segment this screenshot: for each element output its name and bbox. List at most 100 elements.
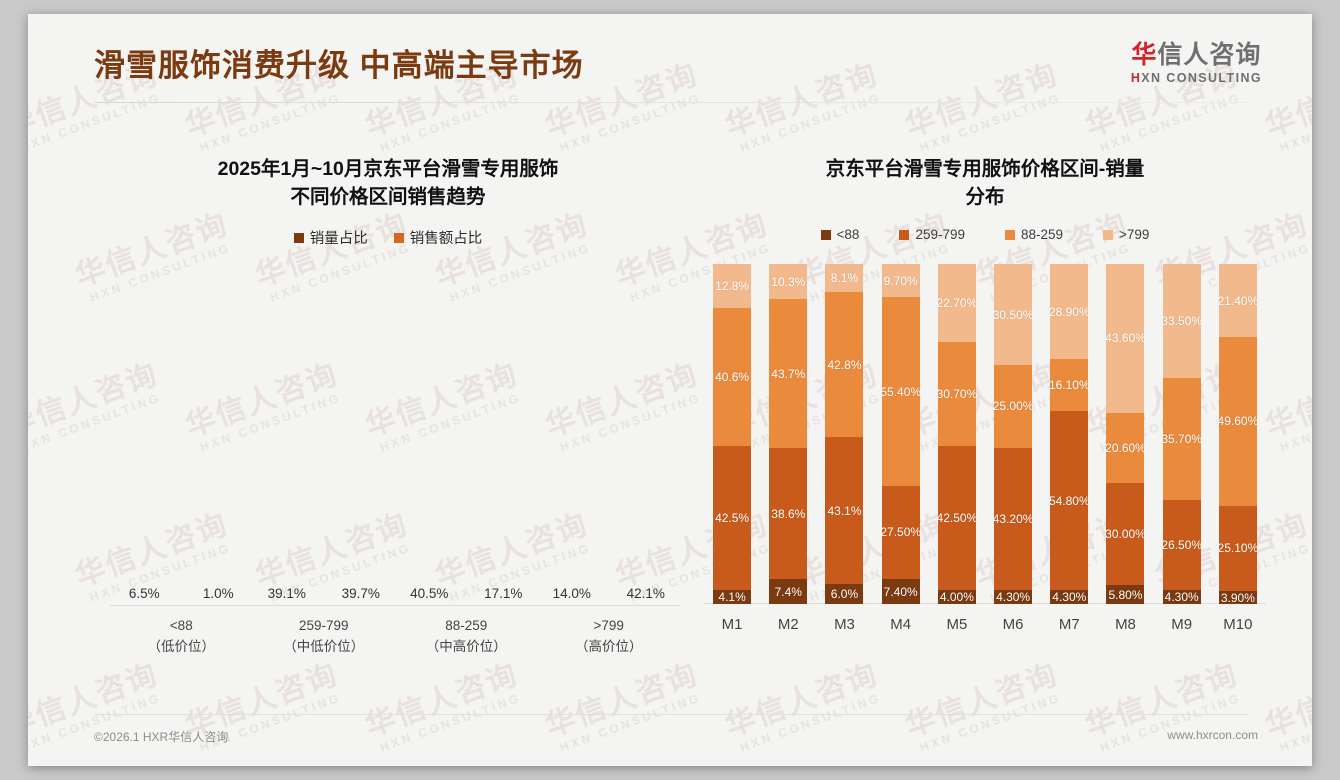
bar-value-label: 40.5%: [410, 586, 449, 602]
legend-label: 88-259: [1020, 227, 1064, 243]
x-axis-month-label: M5: [946, 616, 968, 634]
stack-segment[interactable]: 38.6%: [769, 447, 808, 580]
right-chart-panel: 京东平台滑雪专用服饰价格区间-销量 分布 <88 259-799 88-259 >79…: [700, 114, 1270, 714]
stack-segment-label: 4.30%: [1052, 590, 1087, 605]
stack-segment[interactable]: 43.20%: [993, 447, 1033, 591]
stack-segment-label: 42.8%: [827, 357, 862, 372]
legend-label: 259-799: [915, 227, 965, 243]
stack-segment[interactable]: 8.1%: [825, 264, 864, 292]
stack-segment[interactable]: 42.8%: [825, 291, 864, 438]
stack-segment[interactable]: 28.90%: [1049, 264, 1090, 359]
stack-segment[interactable]: 26.50%: [1161, 499, 1202, 590]
bar-value-label: 17.1%: [484, 586, 523, 602]
stack-segment[interactable]: 25.00%: [993, 365, 1033, 448]
right-chart-title: 京东平台滑雪专用服饰价格区间-销量 分布: [750, 114, 1220, 211]
slide: 华信人咨询 HXN CONSULTING 华信人咨询 HXN CONSULTING 华信…: [28, 14, 1312, 766]
stacked-bar-column[interactable]: 21.40% 49.60% 25.10% 3.90% M10: [1210, 264, 1266, 633]
company-logo: 华信人咨询 HXN CONSULTING: [1131, 42, 1262, 85]
stack-segment[interactable]: 43.7%: [769, 299, 808, 448]
stack-segment[interactable]: 35.70%: [1161, 378, 1203, 500]
legend-item-0[interactable]: <88: [820, 227, 859, 242]
stack-segment[interactable]: 10.3%: [769, 264, 808, 300]
stacked-bar-column[interactable]: 9.70% 55.40% 27.50% 7.40% M4: [873, 264, 929, 633]
left-chart-title-line1: 2025年1月~10月京东平台滑雪专用服饰: [217, 158, 559, 180]
left-chart-title: 2025年1月~10月京东平台滑雪专用服饰 不同价格区间销售趋势: [173, 114, 603, 211]
stack-segment-label: 35.70%: [1161, 431, 1203, 446]
stack-segment[interactable]: 9.70%: [881, 264, 920, 298]
stack-segment[interactable]: 5.80%: [1106, 584, 1145, 605]
bar-value-label: 14.0%: [552, 586, 591, 602]
legend-label: 销售额占比: [409, 231, 483, 248]
stack-segment[interactable]: 6.0%: [825, 583, 864, 605]
logo-english-gray: XN CONSULTING: [1141, 71, 1262, 86]
stack-segment[interactable]: 30.00%: [1105, 482, 1146, 585]
stack-segment[interactable]: 20.60%: [1105, 412, 1146, 483]
stack-segment-label: 30.70%: [936, 386, 978, 401]
x-axis-month-label: M8: [1115, 616, 1136, 634]
x-axis-range: 259-799: [298, 618, 349, 634]
x-axis-month-label: M4: [890, 616, 912, 634]
left-chart-title-line2: 不同价格区间销售趋势: [290, 185, 486, 208]
legend-swatch-icon: [899, 229, 910, 240]
stacked-bar-column[interactable]: 22.70% 30.70% 42.50% 4.00% M5: [929, 264, 985, 633]
stack-segment[interactable]: 12.8%: [713, 264, 752, 308]
stack-segment[interactable]: 7.4%: [769, 579, 808, 605]
x-axis-tier: （中低价位）: [283, 639, 365, 655]
stack-segment-label: 20.60%: [1105, 440, 1146, 455]
stacked-bar: 43.60% 20.60% 30.00% 5.80%: [1105, 264, 1146, 605]
left-plot-area: 6.5% 1.0% <88 （低价位） 39.1% 39.7% 259-799 （中低价位） 4…: [110, 266, 680, 654]
stack-segment[interactable]: 4.00%: [937, 590, 976, 604]
bar-value-label: 42.1%: [626, 586, 665, 602]
stack-segment-label: 49.60%: [1217, 414, 1259, 429]
logo-english: HXN CONSULTING: [1131, 71, 1262, 85]
stack-segment[interactable]: 42.50%: [937, 445, 977, 591]
stacked-bar-column[interactable]: 8.1% 42.8% 43.1% 6.0% M3: [816, 264, 872, 633]
stack-segment[interactable]: 54.80%: [1049, 411, 1090, 591]
stack-segment[interactable]: 4.1%: [713, 590, 752, 604]
stack-segment-label: 7.4%: [774, 584, 802, 599]
stack-segment[interactable]: 4.30%: [1050, 590, 1089, 605]
stacked-bar-column[interactable]: 28.90% 16.10% 54.80% 4.30% M7: [1041, 264, 1097, 633]
slide-header: 滑雪服饰消费升级 中高端主导市场 华信人咨询 HXN CONSULTING: [28, 14, 1312, 106]
legend-item-0[interactable]: 销量占比: [293, 227, 368, 248]
logo-chinese-gray: 信人咨询: [1157, 41, 1262, 69]
stack-segment[interactable]: 21.40%: [1218, 264, 1258, 338]
legend-item-1[interactable]: 销售额占比: [393, 227, 483, 248]
stack-segment[interactable]: 3.90%: [1218, 591, 1257, 605]
stack-segment[interactable]: 16.10%: [1049, 358, 1090, 412]
stack-segment[interactable]: 43.60%: [1105, 264, 1146, 413]
stacked-bar-column[interactable]: 30.50% 25.00% 43.20% 4.30% M6: [985, 264, 1041, 633]
stack-segment[interactable]: 25.10%: [1218, 505, 1258, 592]
stacked-bar-column[interactable]: 12.8% 40.6% 42.5% 4.1% M1: [704, 264, 760, 633]
stack-segment-label: 5.80%: [1108, 587, 1143, 602]
x-axis-category-label: >799 （高价位）: [538, 616, 681, 658]
stack-segment[interactable]: 49.60%: [1217, 337, 1259, 506]
stack-segment[interactable]: 30.50%: [993, 264, 1033, 366]
bar-value-label: 39.1%: [267, 586, 306, 602]
stack-segment[interactable]: 43.1%: [825, 437, 864, 584]
left-chart-legend: 销量占比 销售额占比: [88, 227, 688, 248]
stack-segment[interactable]: 55.40%: [880, 297, 921, 486]
stack-segment[interactable]: 42.5%: [713, 445, 752, 591]
stack-segment-label: 6.0%: [830, 587, 859, 602]
stack-segment[interactable]: 40.6%: [713, 307, 752, 446]
stack-segment[interactable]: 4.30%: [994, 590, 1033, 605]
legend-item-3[interactable]: >799: [1103, 227, 1149, 242]
stacked-bar-column[interactable]: 33.50% 35.70% 26.50% 4.30% M9: [1154, 264, 1210, 633]
legend-item-1[interactable]: 259-799: [899, 227, 965, 242]
stack-segment[interactable]: 22.70%: [936, 264, 978, 342]
stacked-bar: 28.90% 16.10% 54.80% 4.30%: [1049, 264, 1090, 605]
stack-segment[interactable]: 33.50%: [1161, 264, 1202, 379]
footer-copyright: ©2026.1 HXR华信人咨询: [94, 730, 229, 744]
legend-item-2[interactable]: 88-259: [1004, 227, 1064, 243]
stack-segment[interactable]: 27.50%: [880, 485, 921, 580]
stacked-bar-column[interactable]: 10.3% 43.7% 38.6% 7.4% M2: [760, 264, 816, 633]
logo-chinese-red: 华: [1131, 41, 1158, 69]
legend-swatch-icon: [393, 232, 404, 243]
stacked-bar-column[interactable]: 43.60% 20.60% 30.00% 5.80% M8: [1097, 264, 1153, 633]
stack-segment[interactable]: 30.70%: [936, 341, 978, 446]
stack-segment-label: 22.70%: [936, 295, 978, 310]
stack-segment[interactable]: 4.30%: [1162, 589, 1201, 605]
stack-segment[interactable]: 7.40%: [881, 579, 920, 605]
x-axis-month-label: M3: [834, 616, 855, 634]
